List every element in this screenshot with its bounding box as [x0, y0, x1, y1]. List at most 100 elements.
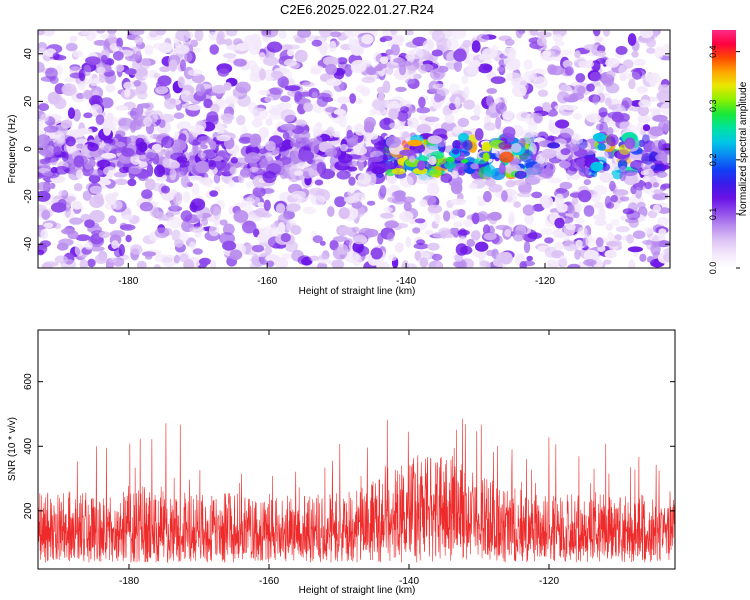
heatmap-cell — [85, 56, 101, 65]
heatmap-y-ticks: -40 -20 0 20 40 — [23, 48, 670, 251]
heatmap-cell — [138, 154, 147, 160]
heatmap-cell — [319, 30, 333, 38]
heatmap-cell — [138, 141, 148, 153]
heatmap-cell — [136, 90, 148, 100]
heatmap-cell — [463, 139, 473, 151]
heatmap-cell — [516, 192, 533, 198]
heatmap-cell — [319, 240, 326, 246]
heatmap-cell — [177, 76, 185, 89]
heatmap-cell — [259, 159, 269, 169]
heatmap-cell — [394, 242, 404, 253]
heatmap-cell — [440, 173, 453, 184]
heatmap-cell — [180, 174, 190, 188]
heatmap-cell — [382, 80, 391, 94]
heatmap-cell — [315, 92, 331, 100]
heatmap-cell — [452, 148, 460, 155]
heatmap-cell — [649, 234, 665, 242]
heatmap-cell — [488, 211, 502, 221]
heatmap-cell — [486, 88, 498, 94]
heatmap-cell — [278, 222, 286, 234]
heatmap-cell — [554, 41, 565, 47]
heatmap-cell — [486, 95, 494, 107]
heatmap-cell — [64, 77, 76, 83]
snr-y-ticks: 200 400 600 — [23, 373, 675, 519]
heatmap-cell — [284, 44, 301, 50]
heatmap-cell — [440, 230, 448, 239]
heatmap-cell — [258, 89, 271, 96]
heatmap-cell — [606, 127, 614, 136]
heatmap-cell — [136, 67, 148, 77]
heatmap-cell — [574, 50, 581, 59]
heatmap-x-tick-label: -120 — [535, 276, 555, 287]
heatmap-cell — [511, 143, 522, 153]
heatmap-cell — [413, 73, 422, 80]
heatmap-cell — [490, 76, 506, 84]
heatmap-cell — [202, 149, 218, 160]
heatmap-cell — [615, 226, 630, 233]
heatmap-cell — [298, 150, 315, 162]
heatmap-cell — [567, 263, 581, 268]
heatmap-cell — [101, 152, 117, 159]
heatmap-cell — [427, 204, 443, 214]
heatmap-cell — [563, 240, 579, 252]
heatmap-cell — [127, 178, 137, 187]
heatmap-cell — [271, 70, 284, 79]
heatmap-cell — [379, 37, 387, 43]
heatmap-cell — [522, 204, 535, 216]
heatmap-cell — [208, 224, 220, 237]
heatmap-cell — [400, 106, 409, 114]
heatmap-cell — [553, 241, 564, 251]
heatmap-cell — [636, 122, 644, 134]
heatmap-cell — [289, 168, 298, 179]
heatmap-cell — [98, 231, 111, 239]
heatmap-cell — [190, 198, 206, 211]
heatmap-cell — [53, 146, 62, 156]
heatmap-cell — [544, 246, 558, 258]
heatmap-cell — [336, 57, 348, 65]
heatmap-cell — [637, 114, 652, 124]
heatmap-cell — [209, 140, 217, 151]
heatmap-cell — [639, 30, 654, 39]
heatmap-cell — [436, 87, 450, 96]
snr-x-tick-label: -120 — [539, 576, 559, 587]
heatmap-cell — [78, 81, 86, 91]
heatmap-cell — [265, 118, 273, 126]
heatmap-cell — [194, 30, 204, 42]
heatmap-cell — [155, 86, 169, 95]
heatmap-cell — [191, 146, 202, 154]
heatmap-cell — [594, 218, 607, 227]
heatmap-cell — [56, 132, 66, 144]
heatmap-cell — [554, 217, 565, 229]
heatmap-cell — [348, 176, 356, 186]
heatmap-cell — [640, 170, 649, 176]
heatmap-cell — [468, 182, 478, 190]
heatmap-cell — [195, 160, 210, 174]
heatmap-cell — [595, 237, 604, 248]
heatmap-cell — [537, 89, 549, 97]
heatmap-cell — [399, 63, 406, 76]
heatmap-cell — [249, 166, 259, 173]
heatmap-cell — [443, 210, 451, 222]
heatmap-cell — [229, 249, 243, 261]
heatmap-cell — [637, 105, 649, 116]
colorbar-tick-label: 0.3 — [708, 99, 718, 112]
heatmap-cell — [505, 72, 522, 82]
heatmap-cell — [302, 81, 315, 88]
heatmap-cell — [592, 94, 600, 105]
heatmap-cell — [183, 258, 195, 268]
heatmap-cell — [290, 136, 303, 150]
heatmap-cell — [431, 253, 443, 261]
heatmap-cell — [145, 132, 154, 143]
heatmap-cell — [154, 227, 170, 239]
heatmap-cell — [209, 260, 217, 268]
heatmap-cell — [428, 155, 437, 166]
heatmap-cell — [452, 170, 459, 179]
heatmap-cell — [108, 257, 117, 263]
heatmap-cell — [560, 127, 574, 138]
heatmap-cell — [458, 132, 470, 142]
heatmap-cell — [208, 159, 216, 170]
colorbar-gradient — [712, 30, 736, 268]
heatmap-cell — [233, 58, 247, 67]
heatmap-cell — [657, 84, 670, 93]
heatmap-cell — [384, 103, 401, 109]
